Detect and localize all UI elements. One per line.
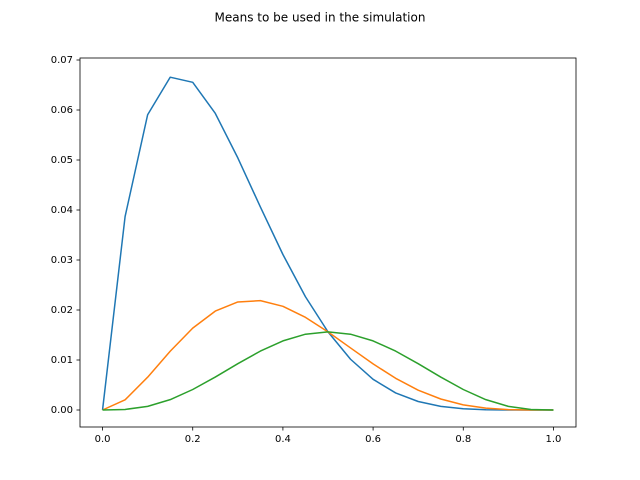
y-tick-label: 0.05 — [51, 155, 73, 166]
line — [102, 331, 554, 411]
y-tick-label: 0.04 — [51, 205, 73, 216]
y-tick-label: 0.02 — [51, 305, 73, 316]
chart-title: Means to be used in the simulation — [215, 11, 426, 25]
x-tick-label: 0.4 — [275, 434, 291, 445]
line — [101, 76, 554, 411]
y-tick-label: 0.03 — [51, 255, 73, 266]
x-tick-label: 1.0 — [546, 434, 562, 445]
y-tick-label: 0.06 — [51, 105, 73, 116]
x-tick-label: 0.6 — [365, 434, 381, 445]
y-tick-label: 0.00 — [51, 405, 73, 416]
x-tick-label: 0.2 — [185, 434, 201, 445]
line — [102, 299, 554, 411]
plot-frame — [79, 57, 577, 428]
x-tick-label: 0.8 — [455, 434, 471, 445]
y-tick-label: 0.01 — [51, 355, 73, 366]
y-tick-label: 0.07 — [51, 55, 73, 66]
x-tick-label: 0.0 — [95, 434, 111, 445]
